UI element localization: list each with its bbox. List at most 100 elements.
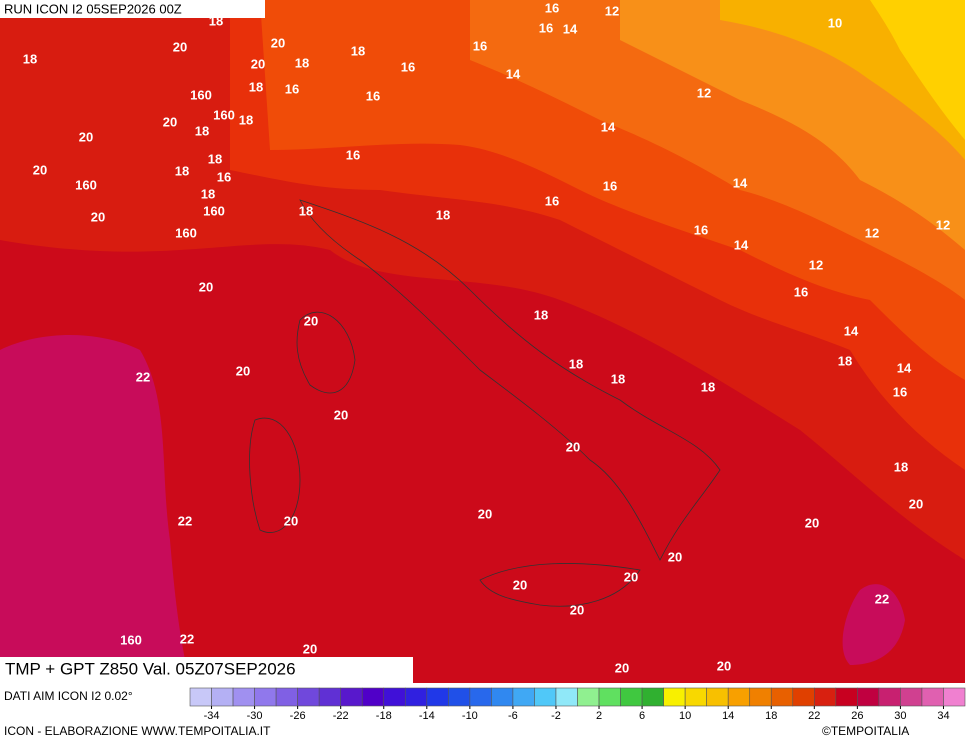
contour-label: 20 (615, 660, 629, 675)
colorbar-tick-label: 6 (639, 710, 645, 722)
colorbar-box (383, 687, 406, 707)
contour-label: 20 (566, 439, 580, 454)
colorbar-box (469, 687, 492, 707)
contour-label: 14 (844, 323, 859, 338)
contour-label: 20 (304, 313, 318, 328)
contour-label: 20 (805, 515, 819, 530)
colorbar-box (878, 687, 901, 707)
colorbar-box (921, 687, 944, 707)
contour-label: 20 (173, 39, 187, 54)
credit: ICON - ELABORAZIONE WWW.TEMPOITALIA.IT (4, 724, 271, 738)
colorbar-tick-label: 30 (894, 710, 906, 722)
contour-label: 20 (79, 129, 93, 144)
contour-label: 14 (897, 360, 912, 375)
colorbar-tick-label: -18 (376, 710, 392, 722)
title-box (0, 657, 413, 683)
contour-label: 18 (175, 163, 189, 178)
contour-label: 14 (563, 21, 578, 36)
colorbar-box (297, 687, 320, 707)
contour-label: 18 (201, 186, 215, 201)
contour-label: 18 (701, 379, 715, 394)
contour-label: 160 (190, 87, 212, 102)
colorbar-box (749, 687, 772, 707)
colorbar-box (792, 687, 815, 707)
colorbar-box (491, 687, 514, 707)
contour-label: 16 (539, 20, 553, 35)
colorbar-tick-label: 14 (722, 710, 734, 722)
contour-label: 16 (473, 38, 487, 53)
contour-label: 12 (697, 85, 711, 100)
contour-label: 18 (351, 43, 365, 58)
source-label: DATI AIM ICON I2 0.02° (4, 689, 133, 703)
contour-label: 16 (346, 147, 360, 162)
contour-label: 20 (570, 602, 584, 617)
colorbar-box (426, 687, 449, 707)
contour-label: 16 (893, 384, 907, 399)
colorbar-tick-label: -6 (508, 710, 518, 722)
contour-label: 20 (303, 641, 317, 656)
contour-label: 16 (603, 178, 617, 193)
colorbar-tick-label: -34 (204, 710, 220, 722)
contour-label: 18 (894, 459, 908, 474)
contour-label: 20 (334, 407, 348, 422)
contour-label: 160 (75, 177, 97, 192)
colorbar-tick-label: -26 (290, 710, 306, 722)
contour-label: 10 (828, 15, 842, 30)
contour-label: 18 (611, 371, 625, 386)
contour-label: 20 (236, 363, 250, 378)
colorbar-box (620, 687, 643, 707)
contour-label: 20 (91, 209, 105, 224)
contour-label: 160 (213, 107, 235, 122)
contour-label: 160 (175, 225, 197, 240)
contour-label: 12 (936, 217, 950, 232)
colorbar-box (318, 687, 341, 707)
contour-label: 22 (875, 591, 889, 606)
colorbar-box (598, 687, 621, 707)
run-label: RUN ICON I2 05SEP2026 00Z (4, 1, 182, 16)
colorbar-box (814, 687, 837, 707)
contour-label: 22 (136, 369, 150, 384)
contour-label: 18 (838, 353, 852, 368)
colorbar-box (404, 687, 428, 707)
colorbar-tick-label: -14 (419, 710, 435, 722)
colorbar-box (577, 687, 600, 707)
colorbar-box (448, 687, 471, 707)
colorbar-tick-label: -10 (462, 710, 478, 722)
contour-label: 20 (163, 114, 177, 129)
contour-label: 20 (251, 56, 265, 71)
colorbar-box (641, 687, 664, 707)
colorbar: -34 -30 -26 -22 -18 -14 -10 -6 -2 2 6 10 14 18 22 26 30 3… (189, 687, 966, 722)
map-field (0, 0, 965, 683)
contour-label: 20 (668, 549, 682, 564)
contour-label: 18 (569, 356, 583, 371)
contour-label: 14 (733, 175, 748, 190)
colorbar-box (770, 687, 794, 707)
contour-label: 18 (249, 79, 263, 94)
colorbar-box (900, 687, 923, 707)
colorbar-box (835, 687, 858, 707)
contour-label: 20 (909, 496, 923, 511)
contour-label: 20 (478, 506, 492, 521)
run-box (0, 0, 265, 18)
contour-label: 20 (33, 162, 47, 177)
colorbar-box (211, 687, 234, 707)
colorbar-tick-label: 22 (808, 710, 820, 722)
contour-label: 18 (534, 307, 548, 322)
colorbar-tick-label: 34 (937, 710, 949, 722)
contour-label: 16 (545, 193, 559, 208)
contour-label: 18 (299, 203, 313, 218)
colorbar-box (512, 687, 535, 707)
colorbar-box (232, 687, 255, 707)
contour-label: 18 (436, 207, 450, 222)
colorbar-box (189, 687, 212, 707)
colorbar-box (254, 687, 277, 707)
contour-label: 20 (624, 569, 638, 584)
colorbar-box (706, 687, 729, 707)
contour-label: 14 (506, 66, 521, 81)
contour-label: 18 (23, 51, 37, 66)
colorbar-box (555, 687, 578, 707)
contour-label: 12 (809, 257, 823, 272)
